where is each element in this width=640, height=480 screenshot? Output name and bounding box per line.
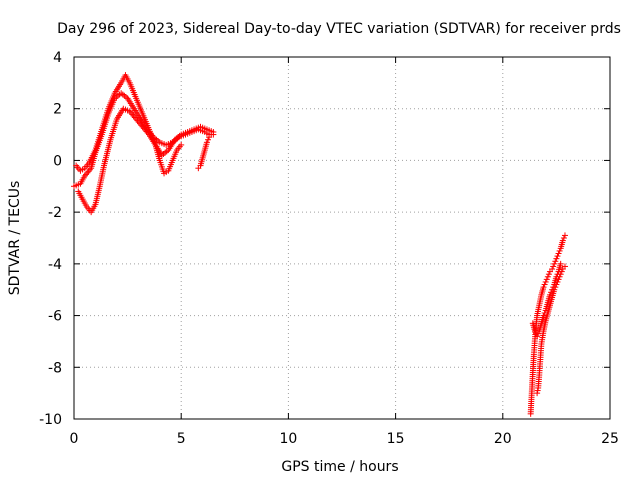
x-tick-label: 20 (494, 431, 512, 447)
y-tick-label: 4 (53, 50, 62, 66)
x-tick-label: 25 (601, 431, 619, 447)
data-point (534, 333, 541, 340)
data-point (561, 232, 568, 239)
data-point-trail (205, 136, 211, 143)
data-point (561, 263, 568, 270)
data-point (549, 266, 556, 273)
data-point (555, 250, 562, 257)
y-tick-label: -8 (48, 360, 62, 376)
x-axis-label: GPS time / hours (281, 459, 398, 475)
y-tick-label: -2 (48, 205, 62, 221)
data-point (551, 260, 558, 267)
data-point (553, 273, 560, 280)
data-point-trail (543, 276, 550, 283)
data-point-trail (550, 284, 557, 291)
data-point (557, 260, 564, 267)
data-point (178, 141, 185, 148)
data-point-trail (535, 330, 542, 337)
data-point (559, 237, 566, 244)
y-axis-label: SDTVAR / TECUs (7, 181, 23, 296)
plot-frame (73, 56, 611, 420)
data-point-trail (545, 271, 552, 278)
y-tick-label: -6 (48, 309, 62, 325)
data-point (203, 139, 210, 146)
y-tick-label: -10 (39, 412, 62, 428)
data-point-trail (554, 253, 561, 260)
data-point (540, 284, 547, 291)
data-point-trail (534, 387, 541, 394)
axis-ticks: 0 5 10 15 20 25 -10 -8 -6 -4 -2 0 2 4 (39, 50, 619, 447)
x-tick-label: 0 (70, 431, 79, 447)
data-point (544, 273, 551, 280)
x-tick-label: 10 (279, 431, 297, 447)
data-point-trail (550, 263, 557, 270)
data-marks (71, 72, 568, 417)
data-point (549, 286, 556, 293)
data-point (553, 255, 560, 262)
chart-title: Day 296 of 2023, Sidereal Day-to-day VTE… (57, 21, 621, 37)
data-point-trail (548, 289, 555, 296)
data-point-trail (554, 271, 561, 278)
data-point (540, 312, 547, 319)
data-point (210, 131, 217, 138)
y-tick-label: -4 (48, 257, 62, 273)
data-point-trail (541, 281, 548, 288)
data-point-trail (541, 309, 548, 316)
data-point-trail (552, 258, 559, 265)
data-point (534, 390, 541, 397)
data-point-trail (556, 247, 563, 254)
grid (74, 57, 610, 419)
data-point (546, 291, 553, 298)
data-point-trail (560, 235, 567, 241)
y-tick-label: 0 (53, 153, 62, 169)
y-tick-label: 2 (53, 102, 62, 118)
x-tick-label: 15 (387, 431, 405, 447)
x-tick-label: 5 (177, 431, 186, 447)
data-point (542, 278, 549, 285)
